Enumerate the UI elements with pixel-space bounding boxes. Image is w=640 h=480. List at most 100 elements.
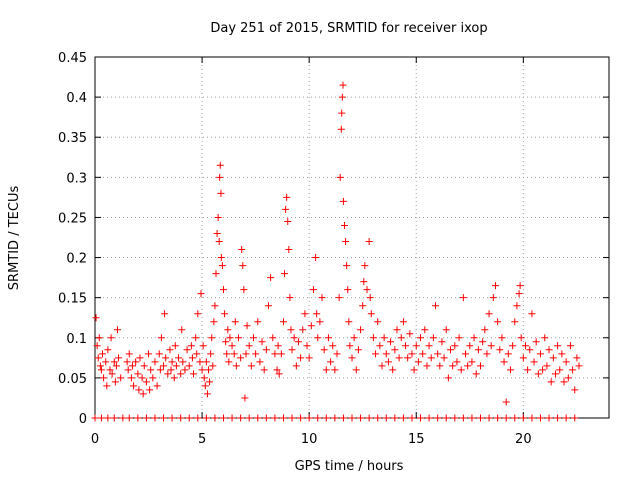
data-point bbox=[199, 342, 207, 350]
data-point bbox=[453, 358, 461, 366]
data-point bbox=[205, 366, 213, 374]
data-point bbox=[367, 310, 375, 318]
data-point bbox=[335, 294, 343, 302]
data-point bbox=[534, 370, 542, 378]
data-point bbox=[466, 342, 474, 350]
data-point bbox=[97, 414, 105, 422]
data-point bbox=[157, 334, 165, 342]
data-point bbox=[374, 414, 382, 422]
data-point bbox=[432, 302, 440, 310]
data-point bbox=[228, 414, 236, 422]
data-point bbox=[125, 414, 133, 422]
data-point bbox=[277, 350, 285, 358]
data-point bbox=[282, 205, 290, 213]
data-point bbox=[307, 322, 315, 330]
data-point bbox=[183, 346, 191, 354]
data-point bbox=[198, 366, 206, 374]
y-tick-label: 0 bbox=[79, 412, 87, 427]
data-point bbox=[218, 262, 226, 270]
data-point bbox=[123, 358, 131, 366]
data-point bbox=[285, 246, 293, 254]
data-point bbox=[397, 334, 405, 342]
data-point bbox=[372, 350, 380, 358]
data-point bbox=[134, 414, 142, 422]
data-point bbox=[434, 350, 442, 358]
data-point bbox=[294, 338, 302, 346]
data-point bbox=[500, 358, 508, 366]
data-point bbox=[283, 193, 291, 201]
data-point bbox=[168, 414, 176, 422]
data-point bbox=[412, 342, 420, 350]
data-point bbox=[376, 342, 384, 350]
data-point bbox=[324, 334, 332, 342]
data-point bbox=[194, 414, 202, 422]
data-point bbox=[502, 398, 510, 406]
data-point bbox=[110, 358, 118, 366]
y-tick-label: 0.45 bbox=[58, 51, 87, 66]
data-point bbox=[103, 382, 111, 390]
data-point bbox=[220, 286, 227, 294]
data-point bbox=[139, 390, 147, 398]
data-point bbox=[528, 310, 536, 318]
data-point bbox=[286, 294, 294, 302]
data-point bbox=[536, 350, 544, 358]
data-point bbox=[142, 378, 150, 386]
data-point bbox=[331, 414, 339, 422]
data-point bbox=[327, 358, 335, 366]
data-point bbox=[556, 366, 564, 374]
data-point bbox=[483, 350, 491, 358]
data-point bbox=[145, 350, 153, 358]
data-point bbox=[429, 334, 437, 342]
x-tick-label: 15 bbox=[408, 432, 425, 447]
data-point bbox=[427, 354, 435, 362]
data-point bbox=[95, 334, 103, 342]
data-point bbox=[203, 390, 211, 398]
data-point bbox=[254, 414, 262, 422]
data-point bbox=[571, 386, 579, 394]
data-point bbox=[361, 262, 369, 270]
data-point bbox=[406, 330, 414, 338]
data-point bbox=[498, 334, 506, 342]
data-point bbox=[211, 414, 219, 422]
data-point bbox=[554, 414, 562, 422]
data-point bbox=[97, 366, 105, 374]
data-point bbox=[188, 354, 196, 362]
data-point bbox=[438, 338, 446, 346]
data-point bbox=[506, 366, 514, 374]
data-point bbox=[494, 318, 502, 326]
data-point bbox=[102, 358, 110, 366]
data-point bbox=[345, 318, 353, 326]
data-point bbox=[241, 394, 249, 402]
data-point bbox=[214, 213, 222, 221]
data-point bbox=[346, 342, 354, 350]
data-point bbox=[339, 197, 347, 205]
data-point bbox=[119, 414, 127, 422]
data-point bbox=[140, 362, 148, 370]
data-point bbox=[208, 334, 216, 342]
data-point bbox=[146, 386, 154, 394]
data-point bbox=[262, 414, 270, 422]
data-point bbox=[516, 282, 524, 290]
data-point bbox=[468, 358, 476, 366]
data-point bbox=[519, 354, 527, 362]
data-point bbox=[365, 414, 373, 422]
data-point bbox=[194, 310, 202, 318]
data-point bbox=[313, 310, 321, 318]
data-point bbox=[357, 414, 365, 422]
data-point bbox=[449, 362, 457, 370]
data-point bbox=[281, 270, 289, 278]
x-tick-label: 20 bbox=[515, 432, 532, 447]
data-point bbox=[342, 238, 350, 246]
data-point bbox=[222, 338, 230, 346]
data-point bbox=[569, 366, 577, 374]
y-tick-label: 0.4 bbox=[66, 91, 87, 106]
data-point bbox=[393, 326, 401, 334]
data-point bbox=[153, 382, 161, 390]
data-point bbox=[360, 278, 368, 286]
data-point bbox=[350, 334, 358, 342]
data-point bbox=[93, 342, 101, 350]
data-point bbox=[404, 354, 412, 362]
data-point bbox=[366, 294, 374, 302]
data-point bbox=[156, 366, 164, 374]
